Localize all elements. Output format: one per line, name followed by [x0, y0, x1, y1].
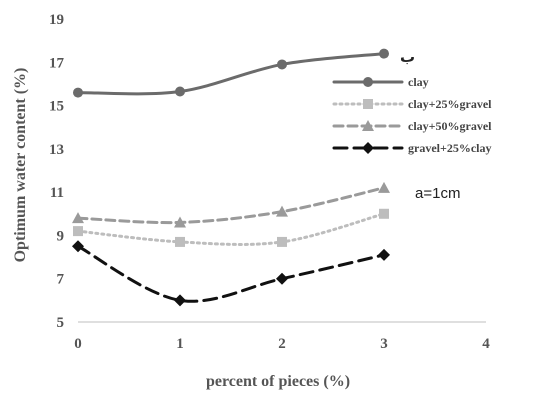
y-tick-label: 5	[57, 315, 65, 331]
y-tick-label: 17	[49, 55, 65, 71]
x-tick-label: 1	[176, 336, 184, 352]
legend: clay clay+25%gravel clay+50%gravel gravel+2…	[332, 75, 492, 155]
legend-marker	[362, 142, 374, 154]
legend-item: gravel+25%clay	[332, 141, 491, 155]
data-point	[73, 226, 83, 237]
series-line	[76, 52, 386, 96]
y-tick-label: 7	[57, 272, 65, 288]
x-tick-label: 3	[380, 336, 388, 352]
data-point	[175, 236, 185, 247]
data-point	[276, 205, 288, 217]
annotation-label: a=1cm	[415, 185, 460, 202]
data-point	[72, 240, 84, 253]
series-2	[73, 208, 389, 247]
y-tick-label: 19	[49, 12, 64, 28]
x-tick-label: 4	[482, 336, 490, 352]
series-3	[72, 181, 390, 228]
legend-marker	[363, 99, 373, 109]
data-point	[378, 181, 390, 193]
legend-item: clay	[332, 75, 429, 89]
legend-label: clay	[408, 75, 429, 89]
x-axis-title: percent of pieces (%)	[206, 373, 350, 390]
series-line	[76, 186, 386, 225]
data-point	[174, 216, 186, 228]
legend-label: gravel+25%clay	[408, 141, 491, 155]
legend-marker	[363, 77, 373, 87]
data-point	[174, 294, 186, 307]
series-line	[76, 212, 386, 246]
legend-item: clay+50%gravel	[332, 119, 492, 133]
series-4	[72, 240, 390, 307]
series-line	[76, 244, 386, 303]
y-axis-title: Optimum water content (%)	[12, 68, 29, 263]
series-1	[73, 48, 389, 98]
y-tick-label: 13	[49, 142, 64, 158]
x-tick-label: 2	[278, 336, 286, 352]
y-tick-label: 9	[57, 228, 65, 244]
data-point	[73, 87, 83, 98]
data-point	[175, 86, 185, 97]
data-point	[379, 48, 389, 59]
series-layer	[72, 48, 390, 307]
data-point	[277, 59, 287, 70]
y-tick-label: 11	[50, 185, 64, 201]
data-point	[277, 236, 287, 247]
legend-marker	[362, 120, 374, 131]
legend-item: clay+25%gravel	[332, 97, 492, 111]
x-tick-label: 0	[74, 336, 82, 352]
y-tick-label: 15	[49, 99, 64, 115]
legend-label: clay+50%gravel	[408, 119, 492, 133]
data-point	[276, 272, 288, 285]
corner-letter: ب	[400, 48, 415, 66]
legend-label: clay+25%gravel	[408, 97, 492, 111]
data-point	[379, 208, 389, 219]
data-point	[378, 248, 390, 261]
axes: 0 1 2 3 4 5 7 9 11 13 15 17 19	[49, 12, 490, 352]
data-point	[72, 212, 84, 224]
